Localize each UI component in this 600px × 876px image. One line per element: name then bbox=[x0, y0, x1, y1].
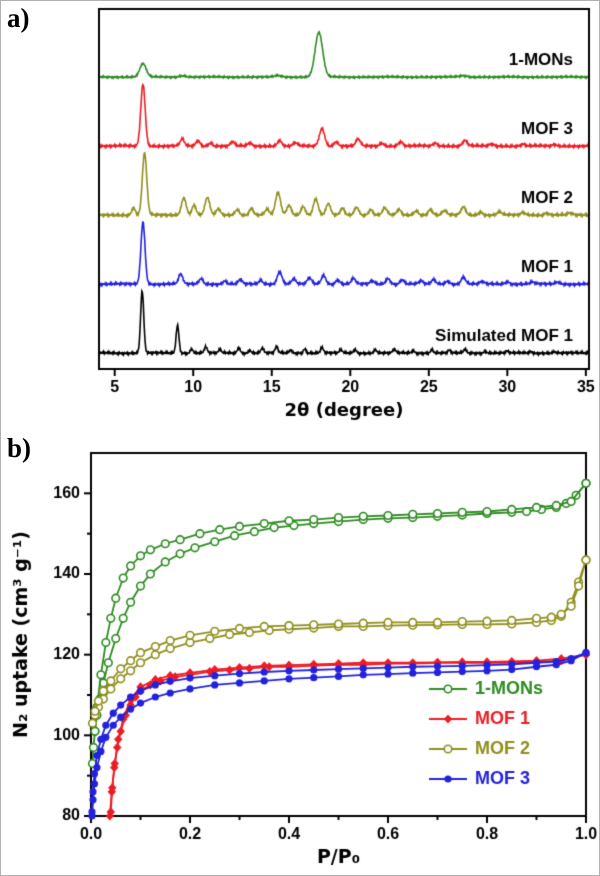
panel-a-label: a) bbox=[7, 3, 30, 33]
panel-b-isotherm: b) bbox=[1, 431, 599, 875]
isotherm-chart-canvas bbox=[1, 431, 599, 875]
panel-a-xrd: a) bbox=[1, 1, 599, 431]
panel-b-label: b) bbox=[7, 433, 32, 463]
xrd-chart-canvas bbox=[1, 1, 599, 431]
